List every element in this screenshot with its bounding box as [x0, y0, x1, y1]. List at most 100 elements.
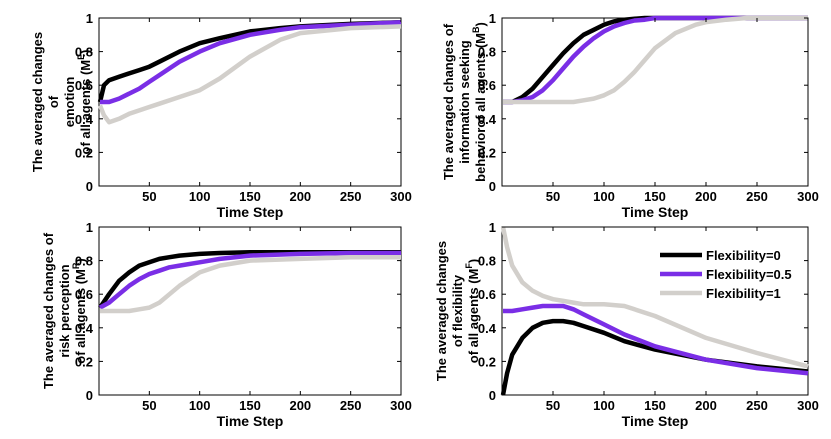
y-tick-label: 0: [489, 179, 496, 194]
x-tick-label: 300: [797, 189, 819, 204]
y-axis-label-line: of: [46, 95, 61, 108]
series-line-2: [97, 24, 402, 125]
y-tick-label: 0.4: [75, 112, 94, 127]
x-tick-label: 200: [695, 189, 717, 204]
x-tick-label: 150: [644, 189, 666, 204]
y-tick-label: 0: [489, 388, 496, 403]
y-axis-label: The averaged changes of information seeki…: [441, 22, 488, 182]
legend-label: Flexibility=0.5: [706, 267, 792, 282]
x-tick-label: 50: [142, 398, 156, 413]
chart-risk-perception: 50 100 150 200 250 300 0 0.2 0.4 0.6 0.8 1 Time Step…: [41, 220, 412, 429]
series-group: [503, 15, 808, 105]
x-axis-label: Time Step: [622, 204, 689, 220]
y-axis-label-text: of all agents (M: [73, 269, 88, 364]
y-tick-label: 0.2: [75, 354, 93, 369]
y-axis-label-superscript: R: [71, 262, 81, 269]
y-axis-label-line: The averaged changes: [434, 241, 449, 381]
y-axis-label-close: ): [78, 50, 93, 54]
y-tick-label: 0.4: [478, 112, 497, 127]
y-tick-label: 0.2: [75, 145, 93, 160]
x-tick-label: 300: [390, 398, 412, 413]
y-axis-label-close: ): [473, 22, 488, 26]
y-tick-label: 0.4: [478, 321, 497, 336]
x-tick-label: 200: [289, 189, 311, 204]
x-tick-label: 150: [239, 189, 261, 204]
series-line-2: [100, 254, 401, 314]
y-tick-label: 0.2: [478, 145, 496, 160]
y-tick-label: 0.8: [75, 45, 93, 60]
series-line-1: [98, 250, 401, 310]
y-axis-label-close: ): [466, 259, 481, 263]
x-tick-label: 100: [593, 189, 615, 204]
legend-label: Flexibility=1: [706, 286, 781, 301]
y-tick-label: 1: [86, 220, 93, 235]
series-line-2: [500, 226, 809, 369]
y-axis-label-line: information seeking: [457, 40, 472, 164]
series-line-1: [503, 303, 809, 376]
x-tick-label: 200: [289, 398, 311, 413]
y-axis-label-close: ): [73, 258, 88, 262]
chart-information-seeking: 50 100 150 200 250 300 0 0.2 0.4 0.6 0.8 1 Time Step…: [441, 11, 819, 220]
series-group: [98, 249, 401, 314]
y-axis-label: The averaged changes of flexibility of all…: [434, 241, 481, 381]
y-tick-label: 0.6: [75, 78, 93, 93]
y-tick-label: 0.8: [478, 254, 496, 269]
y-axis-label-line: of flexibility: [450, 274, 465, 347]
x-axis-label: Time Step: [217, 413, 284, 429]
plot-frame: [98, 17, 402, 187]
x-tick-label: 50: [142, 189, 156, 204]
legend-label: Flexibility=0: [706, 248, 781, 263]
series-line-1: [100, 19, 402, 105]
x-tick-label: 150: [239, 398, 261, 413]
y-tick-label: 0: [86, 388, 93, 403]
series-line-0: [98, 249, 401, 309]
x-tick-label: 100: [593, 398, 615, 413]
y-axis-label-line: The averaged changes of: [441, 23, 456, 180]
y-axis-label-line: The averaged changes: [30, 32, 45, 172]
y-tick-label: 1: [489, 220, 496, 235]
series-group: [500, 226, 809, 396]
y-axis-label-line: emotion: [62, 77, 77, 128]
y-tick-label: 0.8: [478, 45, 496, 60]
y-tick-label: 1: [489, 11, 496, 26]
x-tick-label: 100: [189, 398, 211, 413]
y-axis-label-line: The averaged changes of: [41, 232, 56, 389]
y-axis-label-line: risk perception: [57, 264, 72, 357]
y-tick-label: 1: [86, 11, 93, 26]
chart-flexibility: 50 100 150 200 250 300 0 0.2 0.4 0.6 0.8 1 Time Step…: [434, 220, 819, 429]
chart-emotion: 50 100 150 200 250 300 0 0.2 0.4 0.6 0.8 1 Time Step…: [30, 11, 412, 220]
y-tick-label: 0.8: [75, 254, 93, 269]
x-axis-label: Time Step: [622, 413, 689, 429]
y-axis-label-superscript: E: [76, 54, 86, 60]
series-group: [97, 19, 402, 125]
x-tick-label: 250: [340, 398, 362, 413]
y-tick-label: 0.6: [75, 287, 93, 302]
x-tick-label: 300: [797, 398, 819, 413]
x-tick-label: 150: [644, 398, 666, 413]
series-line-2: [503, 15, 808, 105]
legend: Flexibility=0 Flexibility=0.5 Flexibility=…: [660, 248, 792, 301]
y-axis-label: The averaged changes of emotion of all agen…: [30, 32, 93, 172]
y-axis-label-text: behaviorof all agents (M: [473, 33, 488, 182]
series-line-1: [503, 15, 808, 105]
x-tick-label: 250: [340, 189, 362, 204]
y-axis-label-line: of all agents (MF): [464, 259, 481, 363]
y-axis-label-text: of all agents (M: [466, 269, 481, 364]
y-tick-label: 0.6: [478, 78, 496, 93]
y-axis-label-line: behaviorof all agents (MB): [471, 22, 488, 182]
x-tick-label: 300: [390, 189, 412, 204]
y-tick-label: 0.6: [478, 287, 496, 302]
y-tick-label: 0: [86, 179, 93, 194]
y-axis-label-line: of all agents (MR): [71, 258, 88, 363]
x-tick-label: 100: [189, 189, 211, 204]
x-tick-label: 250: [746, 398, 768, 413]
y-axis-label-line: of all agents (ME): [76, 50, 93, 155]
y-axis-label-superscript: F: [464, 263, 474, 269]
y-axis-label: The averaged changes of risk perception of…: [41, 232, 88, 389]
x-axis-label: Time Step: [217, 204, 284, 220]
y-tick-label: 0.4: [75, 321, 94, 336]
x-tick-label: 50: [546, 398, 560, 413]
x-tick-label: 50: [546, 189, 560, 204]
y-axis-label-superscript: B: [471, 26, 481, 33]
y-tick-label: 0.2: [478, 354, 496, 369]
